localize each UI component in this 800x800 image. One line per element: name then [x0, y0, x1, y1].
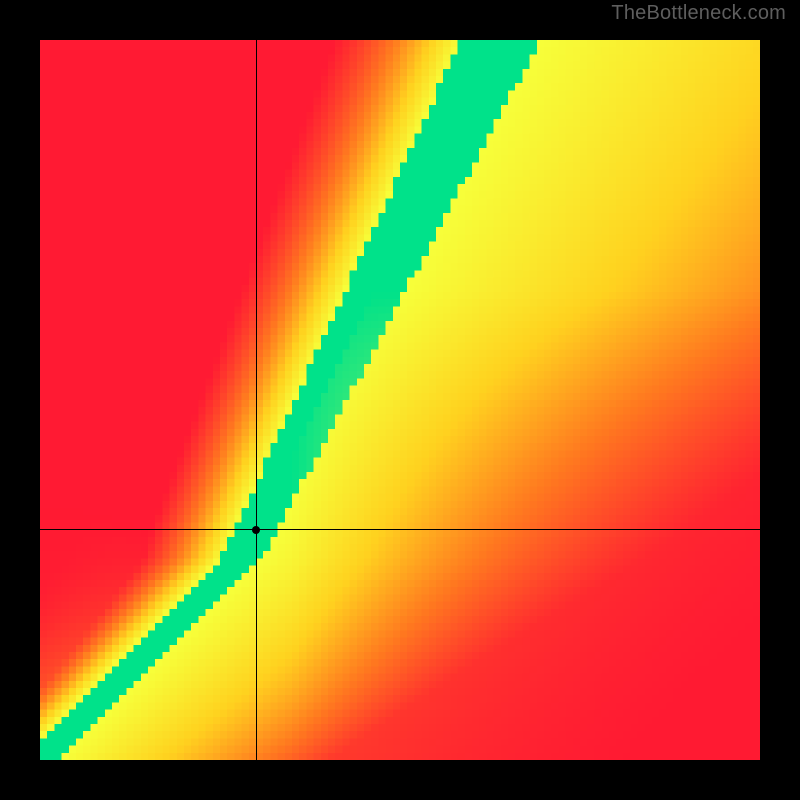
heatmap-canvas	[40, 40, 760, 760]
crosshair-horizontal	[40, 529, 760, 530]
chart-container: TheBottleneck.com	[0, 0, 800, 800]
watermark-text: TheBottleneck.com	[611, 2, 786, 25]
crosshair-vertical	[256, 40, 257, 760]
crosshair-dot	[252, 526, 260, 534]
